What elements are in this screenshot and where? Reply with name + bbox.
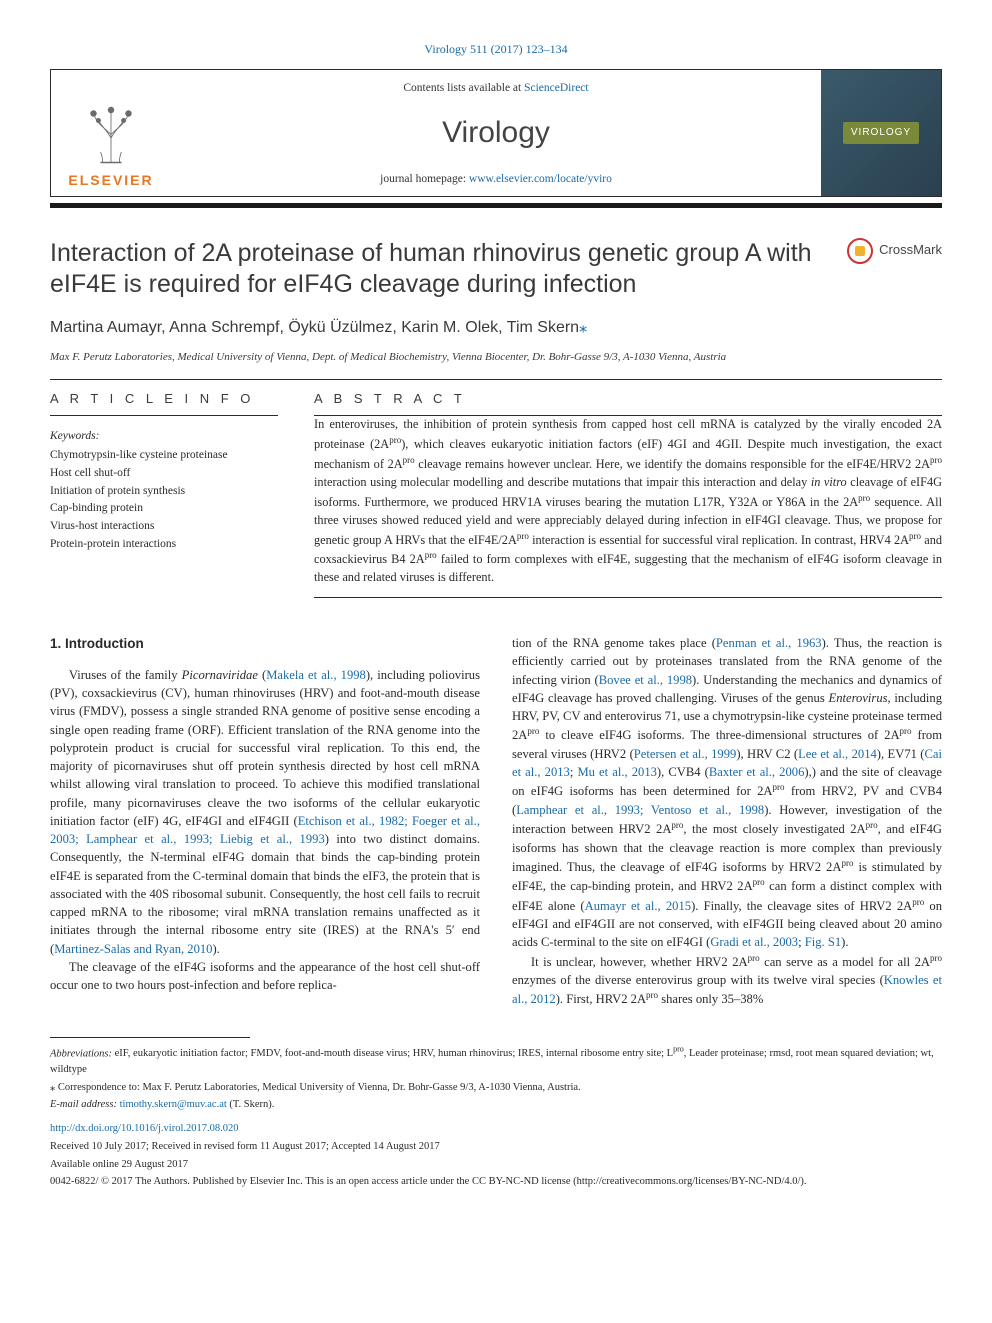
contents-line: Contents lists available at ScienceDirec… bbox=[181, 80, 811, 97]
copyright-line: 0042-6822/ © 2017 The Authors. Published… bbox=[50, 1174, 942, 1190]
body-paragraph: tion of the RNA genome takes place (Penm… bbox=[512, 634, 942, 951]
body-paragraph: It is unclear, however, whether HRV2 2Ap… bbox=[512, 952, 942, 1009]
body-paragraph: Viruses of the family Picornaviridae (Ma… bbox=[50, 666, 480, 958]
top-citation-link[interactable]: Virology 511 (2017) 123–134 bbox=[424, 42, 567, 56]
keywords-label: Keywords: bbox=[50, 428, 278, 445]
email-line: E-mail address: timothy.skern@muv.ac.at … bbox=[50, 1097, 942, 1113]
email-link[interactable]: timothy.skern@muv.ac.at bbox=[120, 1099, 227, 1110]
abbreviations: Abbreviations: eIF, eukaryotic initiatio… bbox=[50, 1044, 942, 1078]
keyword: Virus-host interactions bbox=[50, 518, 278, 536]
body-columns: 1. Introduction Viruses of the family Pi… bbox=[50, 634, 942, 1009]
homepage-prefix: journal homepage: bbox=[380, 173, 469, 185]
rule bbox=[50, 415, 278, 416]
body-paragraph: The cleavage of the eIF4G isoforms and t… bbox=[50, 958, 480, 995]
keywords-list: Chymotrypsin-like cysteine proteinase Ho… bbox=[50, 447, 278, 554]
corresponding-marker[interactable]: ⁎ bbox=[579, 319, 587, 336]
history-line: Received 10 July 2017; Received in revis… bbox=[50, 1139, 942, 1155]
correspondence: ⁎ Correspondence to: Max F. Perutz Labor… bbox=[50, 1080, 942, 1096]
publisher-name: ELSEVIER bbox=[68, 170, 153, 190]
crossmark-badge[interactable]: CrossMark bbox=[847, 238, 942, 264]
section-heading-intro: 1. Introduction bbox=[50, 634, 480, 654]
publisher-block: ELSEVIER bbox=[51, 70, 171, 196]
contents-prefix: Contents lists available at bbox=[403, 82, 524, 94]
footer: Abbreviations: eIF, eukaryotic initiatio… bbox=[50, 1037, 942, 1191]
footnote-rule bbox=[50, 1037, 250, 1038]
authors-text: Martina Aumayr, Anna Schrempf, Öykü Üzül… bbox=[50, 319, 579, 336]
authors: Martina Aumayr, Anna Schrempf, Öykü Üzül… bbox=[50, 316, 942, 339]
corr-text: Max F. Perutz Laboratories, Medical Univ… bbox=[142, 1082, 580, 1093]
article-title: Interaction of 2A proteinase of human rh… bbox=[50, 238, 827, 301]
keyword: Cap-binding protein bbox=[50, 500, 278, 518]
email-who: (T. Skern). bbox=[227, 1099, 275, 1110]
header-rule bbox=[50, 203, 942, 208]
email-label: E-mail address: bbox=[50, 1099, 120, 1110]
rule bbox=[314, 597, 942, 598]
crossmark-label: CrossMark bbox=[879, 241, 942, 260]
journal-name: Virology bbox=[181, 111, 811, 155]
rule bbox=[50, 379, 942, 380]
abstract-head: A B S T R A C T bbox=[314, 390, 942, 409]
keyword: Initiation of protein synthesis bbox=[50, 483, 278, 501]
keyword: Host cell shut-off bbox=[50, 465, 278, 483]
crossmark-icon bbox=[847, 238, 873, 264]
corr-label: ⁎ Correspondence to: bbox=[50, 1082, 142, 1093]
homepage-line: journal homepage: www.elsevier.com/locat… bbox=[181, 171, 811, 188]
affiliation: Max F. Perutz Laboratories, Medical Univ… bbox=[50, 350, 942, 366]
doi-link[interactable]: http://dx.doi.org/10.1016/j.virol.2017.0… bbox=[50, 1121, 942, 1137]
online-line: Available online 29 August 2017 bbox=[50, 1157, 942, 1173]
keyword: Chymotrypsin-like cysteine proteinase bbox=[50, 447, 278, 465]
cover-badge: VIROLOGY bbox=[843, 122, 919, 145]
top-citation: Virology 511 (2017) 123–134 bbox=[50, 40, 942, 59]
abbr-text: eIF, eukaryotic initiation factor; FMDV,… bbox=[50, 1048, 934, 1075]
header-center: Contents lists available at ScienceDirec… bbox=[171, 70, 821, 196]
journal-header: ELSEVIER Contents lists available at Sci… bbox=[50, 69, 942, 197]
article-info-head: A R T I C L E I N F O bbox=[50, 390, 278, 409]
keyword: Protein-protein interactions bbox=[50, 536, 278, 554]
abbr-label: Abbreviations: bbox=[50, 1048, 112, 1059]
elsevier-tree-icon bbox=[76, 96, 146, 166]
sciencedirect-link[interactable]: ScienceDirect bbox=[524, 82, 589, 94]
abstract-text: In enteroviruses, the inhibition of prot… bbox=[314, 416, 942, 587]
journal-cover: VIROLOGY bbox=[821, 70, 941, 196]
homepage-link[interactable]: www.elsevier.com/locate/yviro bbox=[469, 173, 612, 185]
